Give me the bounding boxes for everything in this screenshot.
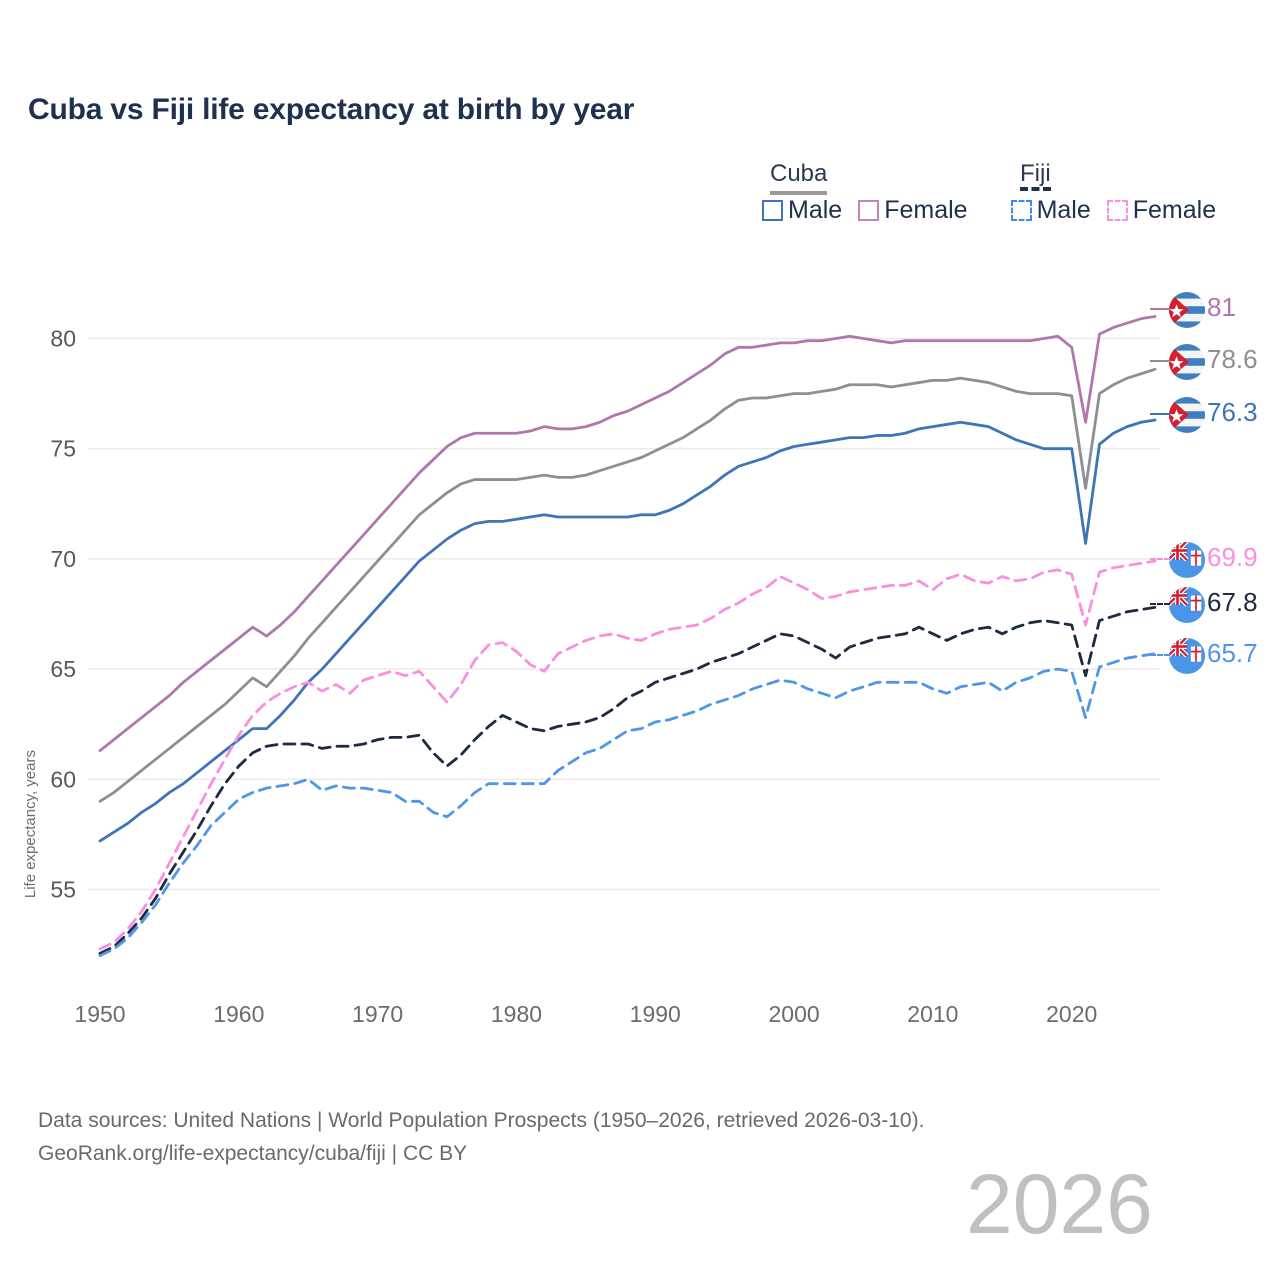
legend-group-cuba-underline — [770, 191, 828, 195]
legend-swatch-cuba-male-icon — [762, 200, 783, 221]
legend-label-fiji-female: Female — [1132, 196, 1217, 224]
x-axis-tick: 2000 — [768, 1001, 819, 1027]
series-end-value: 67.8 — [1207, 587, 1258, 617]
cuba-flag-icon — [1168, 343, 1206, 381]
x-axis-tick: 1970 — [352, 1001, 403, 1027]
footer-line-1: Data sources: United Nations | World Pop… — [38, 1109, 925, 1132]
legend-group-row: Cuba Fiji — [762, 160, 1262, 196]
series-line-fiji-male — [98, 652, 1157, 957]
end-label-connector — [1150, 603, 1170, 605]
legend-item-fiji-male[interactable]: Male — [1010, 196, 1091, 225]
fiji-flag-icon — [1168, 637, 1206, 675]
legend-label-cuba-male: Male — [788, 196, 843, 224]
x-axis-tick: 1960 — [213, 1001, 264, 1027]
legend-swatch-fiji-male-icon — [1010, 200, 1032, 221]
y-axis-tick: 75 — [50, 436, 76, 462]
y-axis-tick: 60 — [50, 766, 76, 792]
x-axis-tick: 2010 — [907, 1001, 958, 1027]
x-axis-tick: 1980 — [491, 1001, 542, 1027]
year-watermark: 2026 — [966, 1157, 1153, 1251]
legend-group-fiji-label: Fiji — [1020, 160, 1051, 187]
legend-group-fiji[interactable]: Fiji — [1020, 160, 1051, 193]
legend-group-fiji-underline — [1020, 187, 1051, 195]
x-axis-tick: 1990 — [630, 1001, 681, 1027]
legend-group-cuba-label: Cuba — [770, 160, 828, 187]
legend-label-cuba-female: Female — [884, 196, 968, 224]
legend-item-cuba-female[interactable]: Female — [858, 196, 968, 225]
fiji-flag-icon — [1168, 586, 1206, 624]
series-line-cuba-male — [98, 418, 1157, 843]
fiji-flag-icon — [1168, 541, 1206, 579]
y-axis-title: Life expectancy, years — [22, 750, 39, 899]
end-label-connector — [1150, 360, 1170, 362]
legend-label-fiji-male: Male — [1036, 196, 1091, 224]
end-label-connector — [1150, 654, 1170, 656]
series-end-value: 78.6 — [1207, 344, 1258, 374]
y-axis-tick: 80 — [50, 325, 76, 351]
y-axis-tick: 65 — [50, 656, 76, 682]
footer: Data sources: United Nations | World Pop… — [38, 1105, 924, 1170]
plot-area: Life expectancy, years 55 60 65 70 75 80 1950 1… — [0, 250, 1280, 1251]
x-axis-tick: 2020 — [1046, 1001, 1097, 1027]
end-label-connector — [1150, 558, 1170, 560]
legend-items: Male Female Male Female — [762, 196, 1232, 225]
series-line-fiji-female — [98, 559, 1157, 951]
chart-legend: Cuba Fiji Male Female Male — [762, 160, 1262, 240]
series-line-cuba-total — [98, 367, 1157, 803]
legend-group-cuba[interactable]: Cuba — [770, 160, 828, 195]
end-label-connector — [1150, 413, 1170, 415]
legend-swatch-cuba-female-icon — [858, 200, 880, 221]
series-end-value: 69.9 — [1207, 542, 1258, 572]
series-end-value: 65.7 — [1207, 638, 1258, 668]
series-end-value: 76.3 — [1207, 397, 1258, 427]
line-chart: 55 60 65 70 75 80 1950 1960 1970 1980 1990 2000 2010… — [50, 315, 1160, 1027]
x-axis-tick: 1950 — [74, 1001, 125, 1027]
series-line-fiji-total — [98, 605, 1157, 955]
footer-line-2: GeoRank.org/life-expectancy/cuba/fiji | … — [38, 1141, 468, 1165]
series-end-value: 81 — [1207, 292, 1236, 322]
cuba-flag-icon — [1168, 291, 1206, 329]
y-axis-tick: 70 — [50, 546, 76, 572]
cuba-flag-icon — [1168, 396, 1206, 434]
series-line-cuba-female — [98, 315, 1157, 753]
y-axis-tick: 55 — [50, 876, 76, 902]
legend-item-cuba-male[interactable]: Male — [762, 196, 842, 225]
legend-swatch-fiji-female-icon — [1106, 200, 1128, 221]
page-title: Cuba vs Fiji life expectancy at birth by… — [28, 93, 635, 126]
end-label-connector — [1150, 308, 1170, 310]
legend-item-fiji-female[interactable]: Female — [1106, 196, 1217, 225]
